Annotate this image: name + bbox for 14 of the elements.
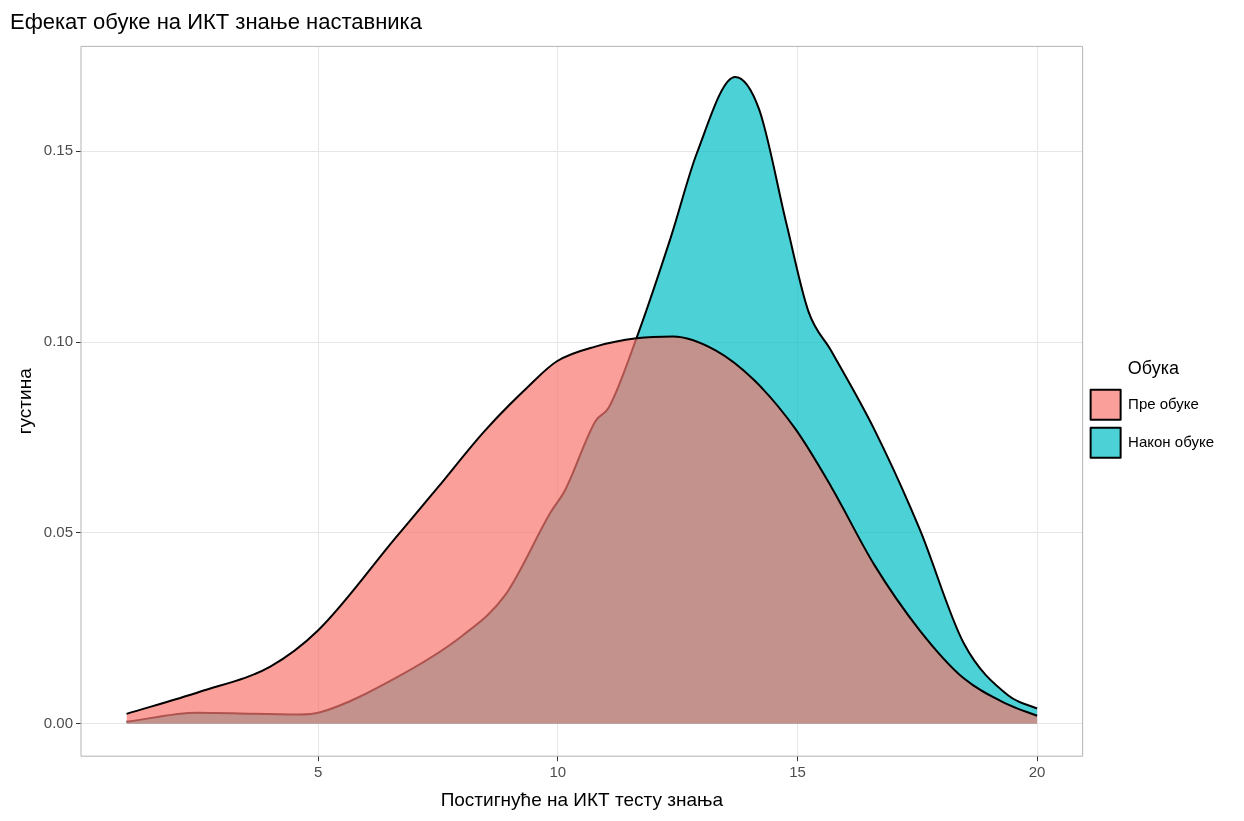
x-tick-label: 20 [1028, 763, 1046, 781]
legend-label: Пре обуке [1128, 394, 1199, 412]
y-tick-label: 0.15 [43, 141, 73, 159]
legend-title: Обука [1127, 358, 1180, 379]
chart-title: Ефекат обуке на ИКТ знање наставника [10, 9, 423, 35]
x-axis-title: Постигнуће на ИКТ тесту знања [440, 788, 724, 810]
x-tick-label: 10 [549, 763, 567, 781]
x-tick-label: 5 [314, 763, 323, 781]
y-axis-title: густина [13, 367, 35, 435]
y-tick-label: 0.05 [43, 523, 73, 541]
legend-label: Након обуке [1128, 432, 1215, 450]
x-tick-label: 15 [789, 763, 806, 781]
y-tick-label: 0.10 [43, 332, 73, 350]
y-tick-label: 0.00 [43, 713, 73, 731]
